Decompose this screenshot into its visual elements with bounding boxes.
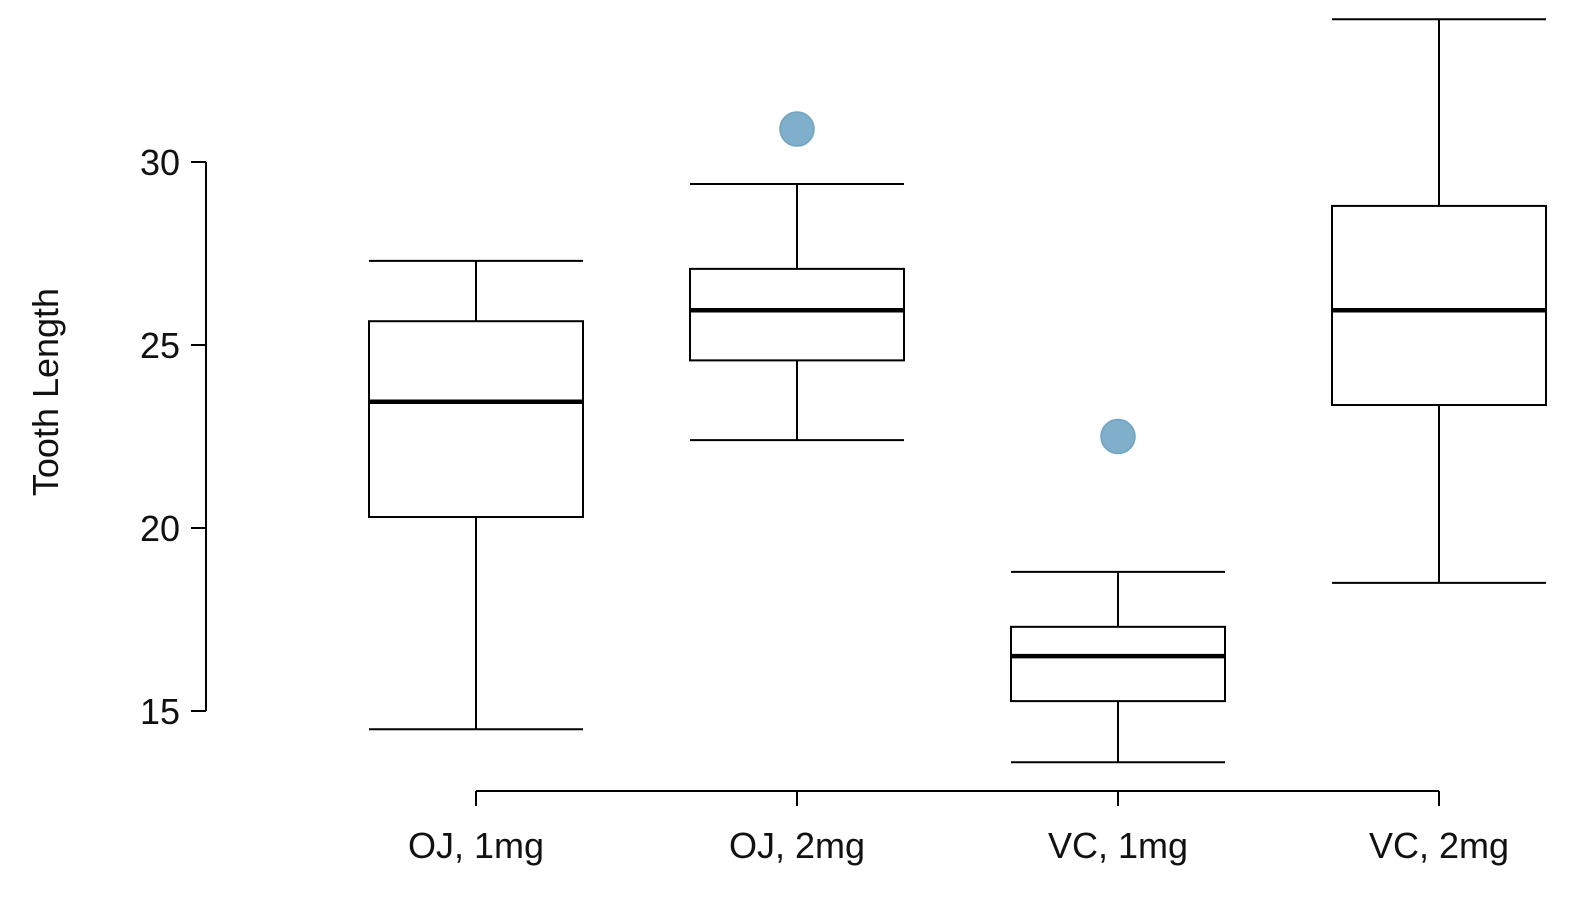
iqr-box <box>689 267 905 362</box>
box-group <box>1331 18 1547 584</box>
x-tick-label: VC, 2mg <box>1369 825 1509 866</box>
y-tick-label: 30 <box>140 142 180 183</box>
x-axis: OJ, 1mg OJ, 2mg VC, 1mg VC, 2mg <box>408 790 1509 866</box>
y-tick-label: 25 <box>140 325 180 366</box>
iqr-box <box>1010 625 1226 703</box>
box-group <box>368 259 584 731</box>
box-group <box>689 111 905 442</box>
box-group <box>1010 418 1226 764</box>
y-axis-title: Tooth Length <box>25 288 66 496</box>
outlier-point <box>1100 418 1136 455</box>
iqr-box <box>368 320 584 519</box>
x-tick-label: OJ, 2mg <box>729 825 865 866</box>
x-tick-label: VC, 1mg <box>1048 825 1188 866</box>
outlier-point <box>779 111 815 147</box>
y-tick-label: 20 <box>140 508 180 549</box>
y-axis: 15 20 25 30 <box>140 142 207 732</box>
x-tick-label: OJ, 1mg <box>408 825 544 866</box>
y-tick-label: 15 <box>140 691 180 732</box>
boxes <box>368 18 1547 764</box>
iqr-box <box>1331 204 1547 407</box>
